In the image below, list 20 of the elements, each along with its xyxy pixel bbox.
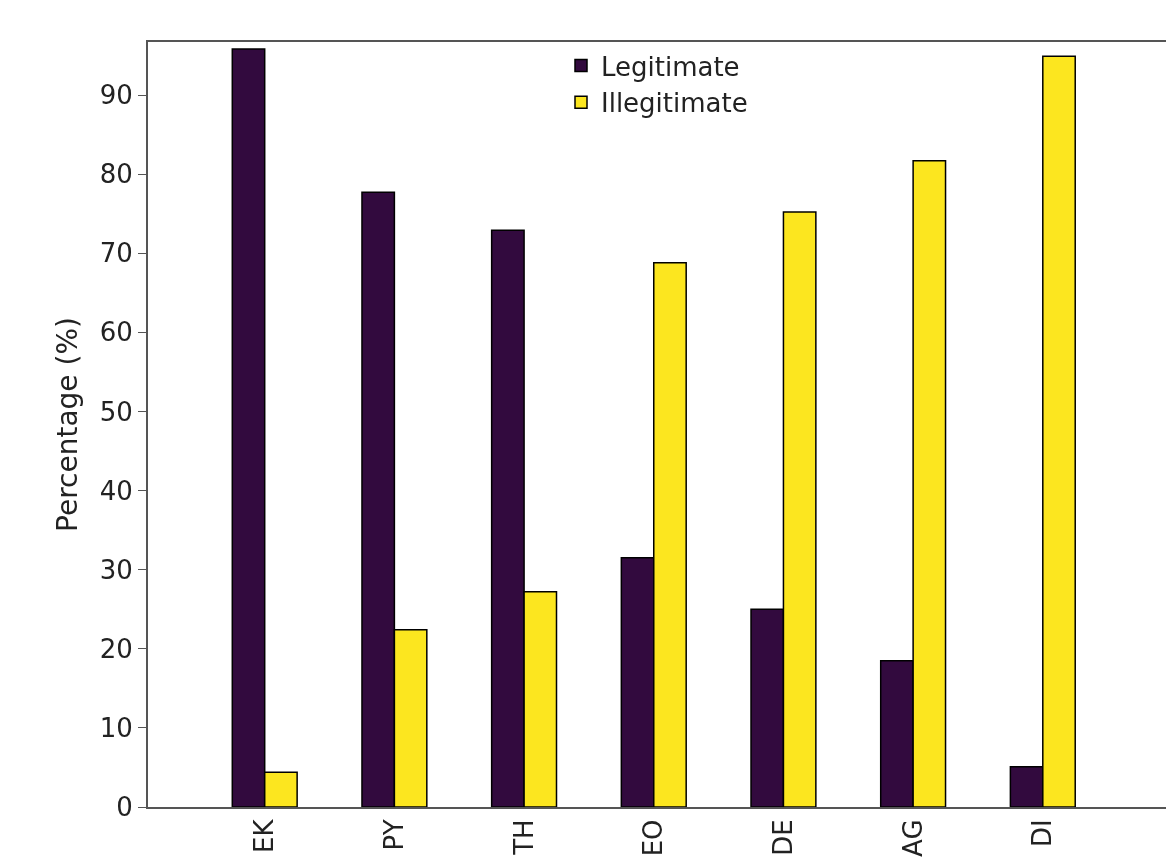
- y-tick-label: 0: [116, 792, 133, 823]
- y-tick-label: 50: [99, 396, 133, 427]
- y-tick-label: 10: [99, 712, 133, 743]
- x-tick-label: TH: [508, 819, 539, 856]
- y-tick-label: 70: [99, 238, 133, 269]
- y-axis-title: Percentage (%): [50, 317, 84, 532]
- x-tick-label: DE: [767, 819, 798, 856]
- x-tick-label: AG: [897, 819, 928, 857]
- y-tick-label: 90: [99, 80, 133, 111]
- legend-label: Illegitimate: [601, 88, 748, 119]
- x-tick-label: DI: [1027, 819, 1058, 848]
- y-tick-label: 60: [99, 317, 133, 348]
- y-tick-label: 30: [99, 554, 133, 585]
- legend-label: Legitimate: [601, 51, 740, 82]
- y-tick-label: 20: [99, 633, 133, 664]
- y-tick-label: 80: [99, 159, 133, 190]
- y-tick-label: 40: [99, 475, 133, 506]
- x-tick-label: EO: [638, 819, 669, 857]
- x-tick-label: PY: [378, 819, 409, 851]
- x-tick-label: EK: [249, 818, 280, 853]
